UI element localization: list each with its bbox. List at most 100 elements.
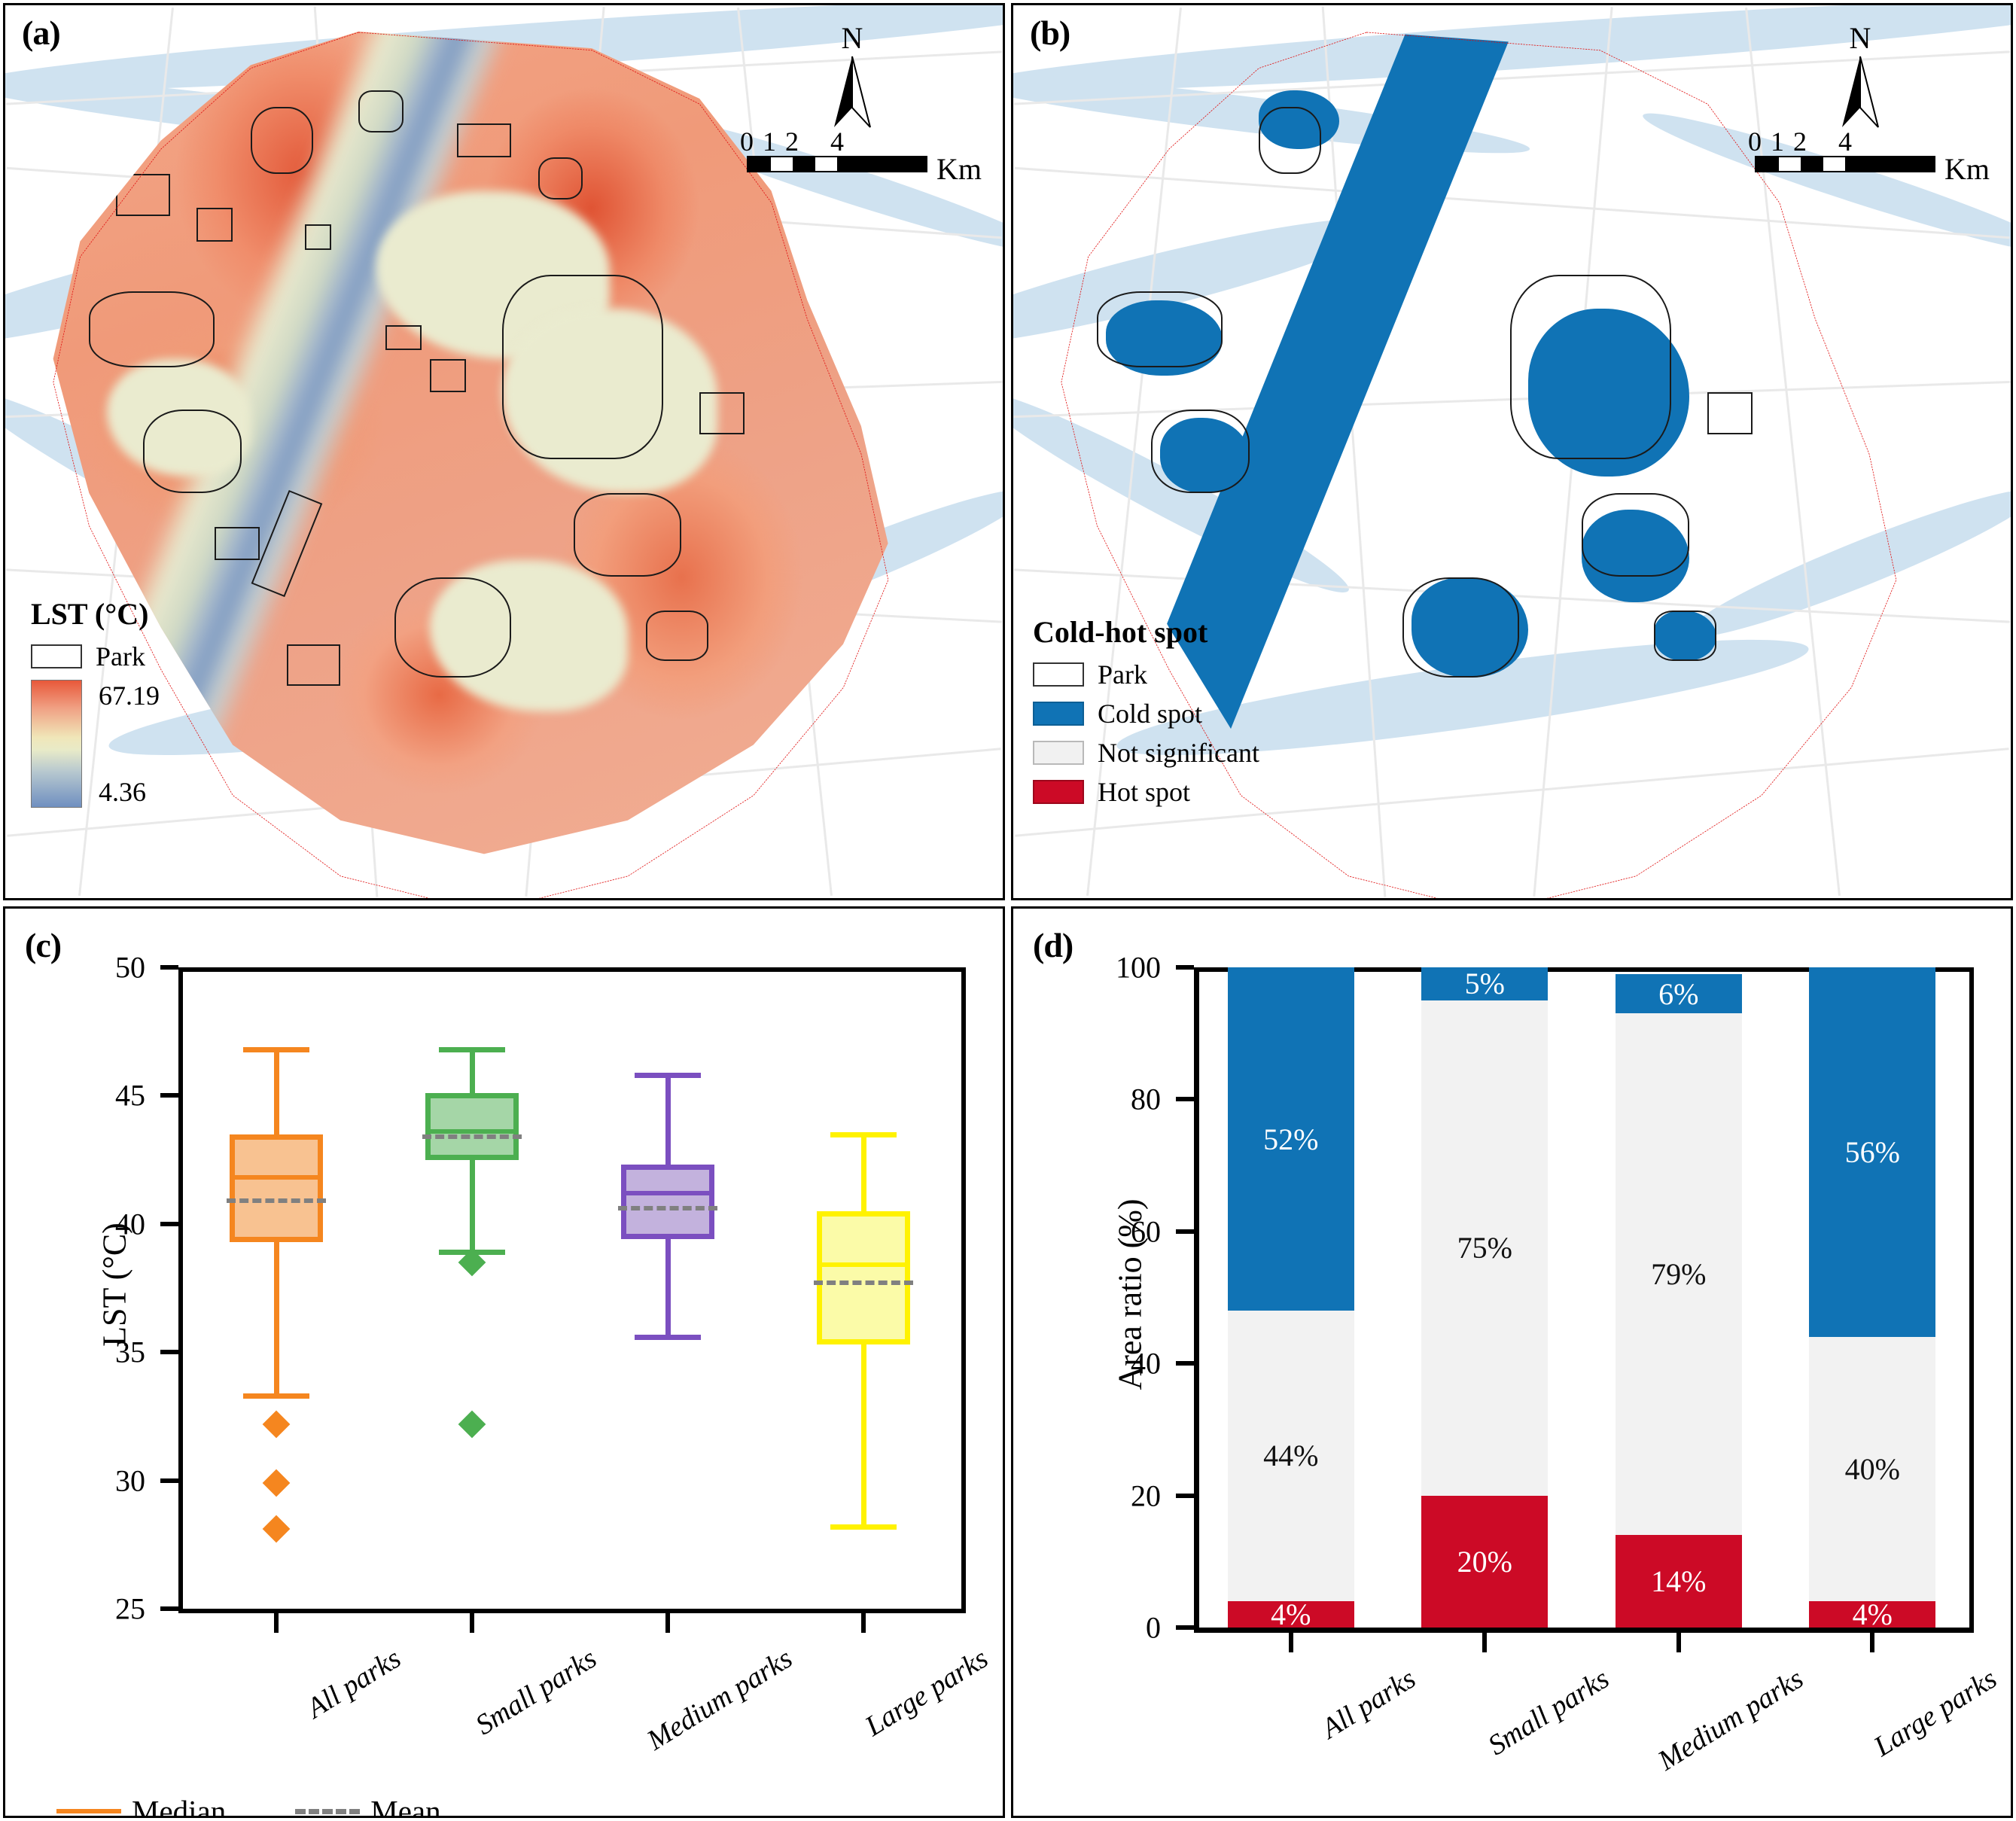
bar-segment-cold-spot[interactable]: 56% xyxy=(1809,967,1936,1338)
bar-segment-label: 52% xyxy=(1263,1122,1319,1156)
hot-spot-swatch xyxy=(1033,780,1084,804)
whisker-cap-top xyxy=(635,1073,701,1079)
panel-d-stacked-bar: (d) 0 20 40 60 80 100 Area ratio (%) All parks 4… xyxy=(1011,906,2013,1818)
median-line xyxy=(425,1129,519,1134)
y-tick-c xyxy=(160,965,178,970)
mean-line xyxy=(227,1198,326,1204)
bar-segment-not-significant[interactable]: 75% xyxy=(1421,1000,1549,1496)
box-iqr xyxy=(425,1092,519,1160)
mean-legend-swatch xyxy=(295,1808,361,1814)
y-tick-label-c: 45 xyxy=(115,1078,145,1113)
legend-a-title: LST (°C) xyxy=(31,597,149,631)
bar-segment-hot-spot[interactable]: 4% xyxy=(1809,1597,1936,1631)
stacked-bar-chart[interactable]: 0 20 40 60 80 100 Area ratio (%) All parks 4% 44%… xyxy=(1013,909,2011,1816)
stacked-bar[interactable]: 4% 40% 56% xyxy=(1809,967,1936,1631)
city-boundary-outline xyxy=(35,23,933,900)
whisker-cap-top xyxy=(439,1047,505,1053)
boxplot-group[interactable] xyxy=(5,909,1003,1816)
park-label-a: Park xyxy=(96,641,145,671)
legend-a: LST (°C) Park 67.19 4.36 xyxy=(31,596,160,808)
boxplot-group[interactable] xyxy=(5,909,1003,1816)
bar-segment-hot-spot[interactable]: 14% xyxy=(1615,1535,1742,1628)
x-tick-d xyxy=(1482,1633,1488,1652)
legend-a-park-row: Park xyxy=(31,641,160,672)
y-tick-c xyxy=(160,1350,178,1355)
bar-segment-cold-spot[interactable]: 5% xyxy=(1421,967,1549,1000)
legend-b: Cold-hot spot Park Cold spot Not signifi… xyxy=(1033,614,1259,815)
x-tick-c xyxy=(470,1613,474,1633)
y-tick-label-d: 100 xyxy=(1116,950,1161,985)
panel-b-tag: (b) xyxy=(1030,14,1070,52)
panel-c-boxplot: (c) 25 30 35 40 45 50 LST (°C) All parks Small p… xyxy=(3,906,1005,1818)
plot-frame-right xyxy=(961,967,966,1613)
y-tick-d xyxy=(1176,1625,1194,1630)
bar-segment-not-significant[interactable]: 79% xyxy=(1615,1013,1742,1536)
bar-segment-label: 20% xyxy=(1457,1544,1512,1579)
bar-segment-cold-spot[interactable]: 6% xyxy=(1615,973,1742,1014)
stacked-bar[interactable]: 4% 44% 52% xyxy=(1227,967,1354,1631)
bar-segment-cold-spot[interactable]: 52% xyxy=(1227,967,1354,1311)
park-swatch-a xyxy=(31,644,82,668)
city-boundary-outline-b xyxy=(1043,23,1941,900)
legend-b-item-ns: Not significant xyxy=(1033,737,1259,769)
bar-segment-not-significant[interactable]: 44% xyxy=(1227,1311,1354,1601)
map-b[interactable]: N 0 1 2 4 Km xyxy=(1013,5,2011,898)
boxplot-group[interactable] xyxy=(5,909,1003,1816)
plot-frame-top-d xyxy=(1194,967,1969,972)
x-tick-label-d: Small parks xyxy=(1482,1662,1616,1762)
median-legend-label: Median xyxy=(132,1794,227,1818)
y-tick-c xyxy=(160,1606,178,1611)
legend-mean: Mean xyxy=(295,1793,441,1818)
x-tick-c xyxy=(665,1613,670,1633)
map-a[interactable]: N 0 1 2 4 Km xyxy=(5,5,1003,898)
bar-segment-label: 6% xyxy=(1658,976,1699,1011)
x-tick-d xyxy=(1288,1633,1293,1652)
y-tick-label-d: 60 xyxy=(1131,1214,1161,1249)
ramp-min-label: 4.36 xyxy=(99,777,146,807)
whisker-cap-bottom xyxy=(243,1393,309,1399)
north-arrow-a: N xyxy=(830,23,875,136)
x-tick-label-d: Large parks xyxy=(1868,1662,2003,1763)
y-tick-c xyxy=(160,1221,178,1226)
boxplot-chart[interactable]: 25 30 35 40 45 50 LST (°C) All parks Small parks… xyxy=(5,909,1003,1816)
north-arrow-b: N xyxy=(1838,23,1883,136)
stacked-bar[interactable]: 20% 75% 5% xyxy=(1421,967,1549,1628)
bar-segment-hot-spot[interactable]: 20% xyxy=(1421,1495,1549,1628)
bar-segment-label: 75% xyxy=(1457,1231,1512,1265)
y-tick-label-c: 40 xyxy=(115,1207,145,1241)
panel-c-tag: (c) xyxy=(25,926,62,964)
scale-bar-b: 0 1 2 4 Km xyxy=(1748,126,1990,186)
bar-segment-label: 4% xyxy=(1271,1597,1311,1631)
legend-median: Median xyxy=(56,1793,227,1818)
bar-segment-not-significant[interactable]: 40% xyxy=(1809,1337,1936,1601)
y-axis-title-d: Area ratio (%) xyxy=(1111,1198,1149,1390)
y-tick-label-c: 35 xyxy=(115,1335,145,1369)
mean-line xyxy=(618,1206,717,1211)
legend-c-row-1: Median Mean xyxy=(50,1793,916,1818)
y-tick-label-d: 0 xyxy=(1146,1610,1161,1645)
y-tick-d xyxy=(1176,1097,1194,1102)
city-extent-b xyxy=(1043,23,1941,863)
scale-ticks-a: 0 1 2 4 xyxy=(740,126,844,157)
whisker-cap-bottom xyxy=(635,1334,701,1340)
y-tick-label-c: 25 xyxy=(115,1591,145,1626)
y-tick-d xyxy=(1176,1493,1194,1498)
bar-segment-label: 14% xyxy=(1651,1564,1707,1599)
mean-legend-label: Mean xyxy=(370,1794,441,1818)
x-tick-c xyxy=(274,1613,279,1633)
north-arrow-icon-b xyxy=(1842,56,1879,128)
x-tick-c xyxy=(861,1613,866,1633)
park-swatch-b xyxy=(1033,662,1084,687)
median-legend-swatch xyxy=(56,1809,121,1813)
scale-bar-graphic-b xyxy=(1755,156,1935,172)
y-tick-label-d: 80 xyxy=(1131,1082,1161,1116)
stacked-bar[interactable]: 14% 79% 6% xyxy=(1615,967,1742,1628)
scale-ticks-b: 0 1 2 4 xyxy=(1748,126,1852,157)
lst-ramp-swatch xyxy=(31,680,82,808)
not-significant-swatch xyxy=(1033,741,1084,765)
y-axis-line-d xyxy=(1194,967,1199,1628)
boxplot-group[interactable] xyxy=(5,909,1003,1816)
legend-b-item-hot: Hot spot xyxy=(1033,776,1259,808)
bar-segment-hot-spot[interactable]: 4% xyxy=(1227,1597,1354,1631)
